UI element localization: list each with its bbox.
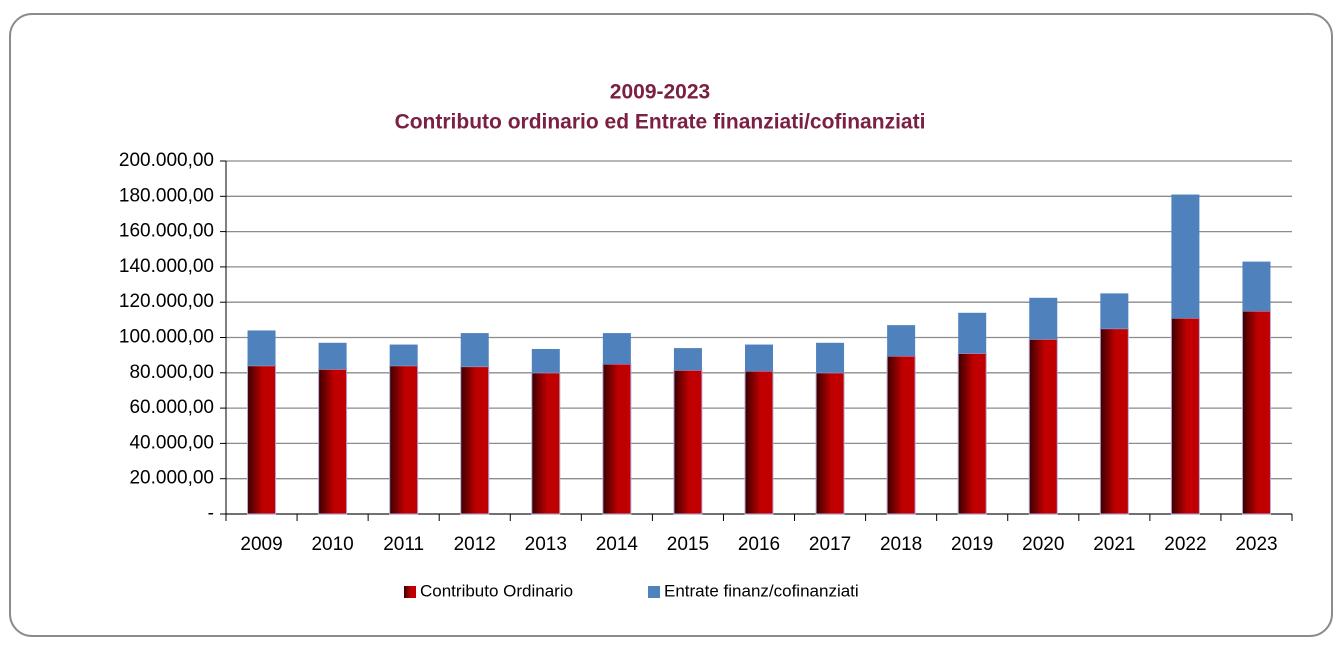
x-tick-label: 2019 bbox=[951, 534, 993, 555]
bar-segment bbox=[389, 365, 419, 515]
x-tick-label: 2011 bbox=[383, 534, 424, 555]
bar-segment bbox=[389, 344, 418, 366]
x-tick-label: 2023 bbox=[1235, 534, 1277, 555]
y-tick-label: 200.000,00 bbox=[119, 150, 214, 171]
x-tick-label: 2013 bbox=[525, 534, 567, 555]
y-tick-label: 120.000,00 bbox=[119, 291, 214, 312]
bar-segment bbox=[887, 325, 916, 357]
bar-segment bbox=[673, 348, 702, 371]
bar-segment bbox=[318, 342, 347, 370]
x-tick-label: 2010 bbox=[311, 534, 353, 555]
bar-segment bbox=[531, 348, 560, 373]
bar-segment bbox=[531, 372, 561, 515]
legend-swatch bbox=[648, 586, 660, 598]
bar-segment bbox=[602, 333, 631, 364]
bar-segment bbox=[1099, 328, 1129, 515]
bar-segment bbox=[744, 370, 774, 515]
bar-segment bbox=[815, 372, 845, 515]
bar-segment bbox=[816, 342, 845, 373]
bar-segment bbox=[958, 312, 987, 354]
y-tick-label: 80.000,00 bbox=[129, 362, 214, 383]
bar-segment bbox=[1241, 310, 1271, 515]
legend-label: Contributo Ordinario bbox=[420, 581, 573, 600]
x-tick-label: 2022 bbox=[1164, 534, 1206, 555]
bar-segment bbox=[1100, 293, 1129, 329]
y-tick-label: 60.000,00 bbox=[129, 397, 214, 418]
x-tick-label: 2020 bbox=[1022, 534, 1064, 555]
chart-subtitle: Contributo ordinario ed Entrate finanzia… bbox=[395, 111, 926, 134]
y-tick-label: 40.000,00 bbox=[129, 432, 214, 453]
bar-segment bbox=[602, 363, 632, 515]
y-tick-label: 140.000,00 bbox=[119, 256, 214, 277]
x-tick-label: 2021 bbox=[1093, 534, 1135, 555]
y-tick-label: 160.000,00 bbox=[119, 221, 214, 242]
bar-segment bbox=[1029, 297, 1058, 340]
bar-segment bbox=[247, 330, 276, 366]
x-tick-label: 2017 bbox=[809, 534, 851, 555]
bar-segment bbox=[1242, 261, 1271, 312]
y-tick-label: 180.000,00 bbox=[119, 185, 214, 206]
y-tick-label: 20.000,00 bbox=[129, 468, 214, 489]
bar-segment bbox=[673, 369, 703, 515]
bar-segment bbox=[1170, 317, 1200, 515]
x-tick-label: 2012 bbox=[454, 534, 496, 555]
bar-segment bbox=[1028, 338, 1058, 515]
legend-label: Entrate finanz/cofinanziati bbox=[664, 581, 859, 600]
x-tick-label: 2018 bbox=[880, 534, 922, 555]
bar-segment bbox=[318, 368, 348, 515]
x-tick-label: 2009 bbox=[240, 534, 282, 555]
x-tick-label: 2014 bbox=[596, 534, 639, 555]
bar-segment bbox=[886, 355, 916, 515]
x-tick-label: 2015 bbox=[667, 534, 709, 555]
y-tick-label: 100.000,00 bbox=[119, 327, 214, 348]
bar-segment bbox=[1171, 194, 1200, 319]
bar-segment bbox=[247, 365, 277, 515]
x-tick-label: 2016 bbox=[738, 534, 780, 555]
legend-swatch bbox=[404, 586, 416, 598]
bar-segment bbox=[957, 352, 987, 515]
y-tick-label: - bbox=[208, 503, 214, 524]
chart-title: 2009-2023 bbox=[610, 81, 710, 104]
bar-segment bbox=[745, 344, 773, 372]
bar-segment bbox=[460, 366, 490, 515]
bar-segment bbox=[460, 333, 489, 367]
